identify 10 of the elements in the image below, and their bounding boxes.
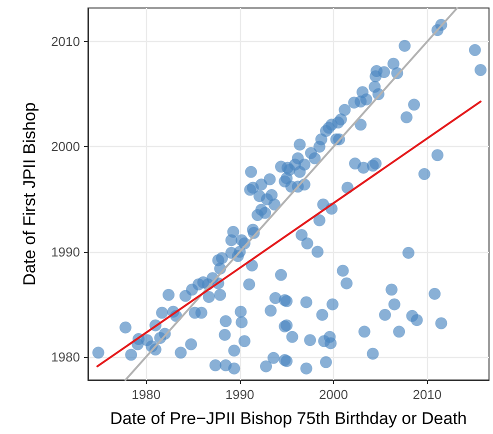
x-axis-title: Date of Pre−JPII Bishop 75th Birthday or Death bbox=[110, 409, 467, 428]
y-tick-label: 2000 bbox=[51, 139, 80, 154]
x-tick-label: 1980 bbox=[132, 387, 161, 402]
x-tick-label: 2010 bbox=[412, 387, 442, 402]
y-tick-label: 1980 bbox=[51, 349, 80, 364]
y-tick-label: 2010 bbox=[51, 34, 80, 50]
y-axis-title: Date of First JPII Bishop bbox=[20, 102, 39, 286]
y-tick-label: 1990 bbox=[51, 244, 80, 260]
x-tick-label: 2000 bbox=[319, 387, 348, 402]
x-tick-label: 1990 bbox=[225, 387, 254, 402]
